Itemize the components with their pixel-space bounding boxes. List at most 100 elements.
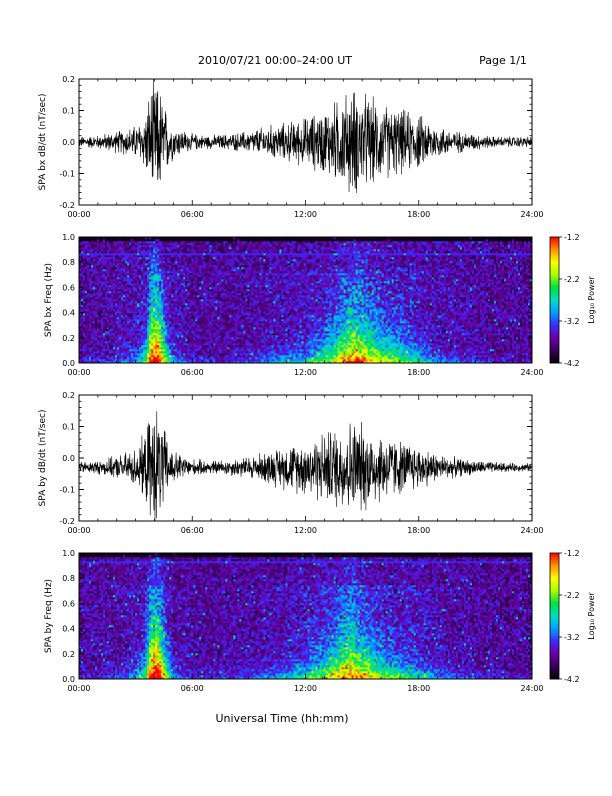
spectrogram-cell xyxy=(129,335,131,337)
spectrogram-cell xyxy=(139,341,141,343)
spectrogram-cell xyxy=(129,305,131,307)
spectrogram-cell xyxy=(185,355,187,357)
spectrogram-cell xyxy=(159,263,161,265)
spectrogram-cell xyxy=(97,271,99,273)
spectrogram-cell xyxy=(233,337,235,339)
spectrogram-cell xyxy=(95,303,97,305)
spectrogram-cell xyxy=(143,271,145,273)
spectrogram-cell xyxy=(103,259,105,261)
spectrogram-cell xyxy=(147,267,149,269)
spectrogram-cell xyxy=(105,291,107,293)
spectrogram-cell xyxy=(189,273,191,275)
spectrogram-cell xyxy=(151,331,153,333)
spectrogram-cell xyxy=(231,315,233,317)
spectrogram-cell xyxy=(193,245,195,247)
spectrogram-cell xyxy=(143,325,145,327)
spectrogram-cell xyxy=(119,347,121,349)
spectrogram-cell xyxy=(117,349,119,351)
spectrogram-cell xyxy=(173,333,175,335)
spectrogram-cell xyxy=(131,295,133,297)
spectrogram-cell xyxy=(203,263,205,265)
spectrogram-cell xyxy=(85,355,87,357)
spectrogram-cell xyxy=(187,319,189,321)
spectrogram-cell xyxy=(119,305,121,307)
spectrogram-cell xyxy=(119,309,121,311)
spectrogram-cell xyxy=(151,355,153,357)
spectrogram-cell xyxy=(231,279,233,281)
spectrogram-cell xyxy=(175,331,177,333)
spectrogram-cell xyxy=(167,281,169,283)
spectrogram-cell xyxy=(93,329,95,331)
spectrogram-cell xyxy=(137,297,139,299)
spectrogram-cell xyxy=(153,313,155,315)
spectrogram-cell xyxy=(109,259,111,261)
spectrogram-cell xyxy=(93,327,95,329)
spectrogram-cell xyxy=(231,331,233,333)
spectrogram-cell xyxy=(107,343,109,345)
spectrogram-cell xyxy=(111,285,113,287)
spectrogram-cell xyxy=(103,309,105,311)
spectrogram-cell xyxy=(157,263,159,265)
spectrogram-cell xyxy=(213,317,215,319)
spectrogram-cell xyxy=(195,323,197,325)
spectrogram-cell xyxy=(109,275,111,277)
spectrogram-cell xyxy=(175,319,177,321)
spectrogram-cell xyxy=(139,335,141,337)
spectrogram-cell xyxy=(103,263,105,265)
spectrogram-cell xyxy=(121,333,123,335)
spectrogram-cell xyxy=(105,299,107,301)
spectrogram-cell xyxy=(85,305,87,307)
spectrogram-cell xyxy=(83,247,85,249)
spectrogram-cell xyxy=(129,323,131,325)
spectrogram-cell xyxy=(159,265,161,267)
spectrogram-cell xyxy=(231,337,233,339)
spectrogram-cell xyxy=(211,243,213,245)
spectrogram-cell xyxy=(193,263,195,265)
spectrogram-cell xyxy=(83,297,85,299)
spectrogram-cell xyxy=(173,245,175,247)
spectrogram-cell xyxy=(89,279,91,281)
spectrogram-cell xyxy=(127,293,129,295)
spectrogram-cell xyxy=(207,301,209,303)
spectrogram-cell xyxy=(147,259,149,261)
spectrogram-cell xyxy=(99,239,101,241)
spectrogram-cell xyxy=(223,353,225,355)
spectrogram-cell xyxy=(121,265,123,267)
spectrogram-cell xyxy=(169,253,171,255)
spectrogram-cell xyxy=(189,281,191,283)
spectrogram-cell xyxy=(135,343,137,345)
spectrogram-cell xyxy=(83,353,85,355)
spectrogram-cell xyxy=(155,273,157,275)
spectrogram-cell xyxy=(141,261,143,263)
spectrogram-cell xyxy=(83,315,85,317)
spectrogram-cell xyxy=(145,347,147,349)
spectrogram-cell xyxy=(203,293,205,295)
spectrogram-cell xyxy=(131,299,133,301)
spectrogram-cell xyxy=(199,263,201,265)
spectrogram-cell xyxy=(231,317,233,319)
spectrogram-cell xyxy=(167,283,169,285)
spectrogram-cell xyxy=(117,273,119,275)
spectrogram-cell xyxy=(165,317,167,319)
spectrogram-cell xyxy=(105,247,107,249)
spectrogram-cell xyxy=(195,265,197,267)
spectrogram-cell xyxy=(81,315,83,317)
spectrogram-cell xyxy=(187,271,189,273)
spectrogram-cell xyxy=(169,311,171,313)
spectrogram-cell xyxy=(91,317,93,319)
spectrogram-cell xyxy=(103,299,105,301)
spectrogram-cell xyxy=(213,337,215,339)
spectrogram-cell xyxy=(215,287,217,289)
spectrogram-cell xyxy=(171,321,173,323)
spectrogram-cell xyxy=(157,283,159,285)
spectrogram-cell xyxy=(135,283,137,285)
spectrogram-cell xyxy=(173,299,175,301)
spectrogram-cell xyxy=(213,269,215,271)
spectrogram-cell xyxy=(183,343,185,345)
spectrogram-cell xyxy=(185,317,187,319)
spectrogram-cell xyxy=(119,351,121,353)
spectrogram-cell xyxy=(125,295,127,297)
spectrogram-cell xyxy=(123,265,125,267)
spectrogram-cell xyxy=(221,315,223,317)
spectrogram-cell xyxy=(103,245,105,247)
